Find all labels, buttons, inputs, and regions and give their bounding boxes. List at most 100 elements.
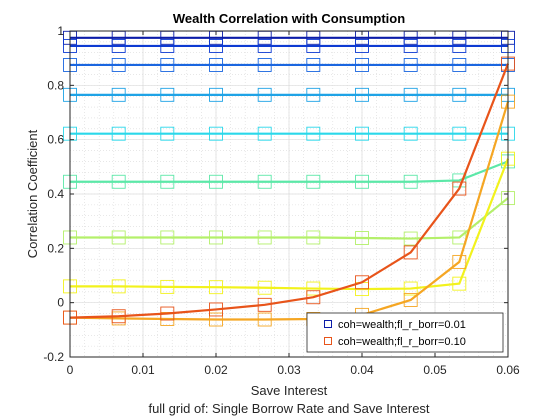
series-point-5 [257,174,272,189]
series-point-7 [209,280,223,295]
legend-entry-0: coh=wealth;fl_r_borr=0.01 [338,319,466,331]
series-point-3 [209,87,223,102]
series-point-5 [306,174,321,189]
x-tick-label: 0 [67,363,74,377]
series-point-3 [355,87,369,102]
series-point-9 [355,275,369,290]
x-tick-label: 0.04 [350,363,374,377]
series-point-3 [403,87,418,102]
series-point-6 [403,231,418,246]
series-point-5 [160,174,175,189]
series-point-3 [452,87,467,102]
series-point-8 [403,293,418,307]
series-point-2 [111,58,126,72]
y-axis-ticks: -0.2 0 0.2 0.4 0.6 0.8 1 [43,24,508,364]
series-4 [63,126,515,141]
series-point-8 [452,254,467,269]
legend-entry-1: coh=wealth;fl_r_borr=0.10 [338,336,466,348]
series-line-5 [70,160,509,183]
series-line-6 [70,197,509,240]
series-point-4 [403,126,418,141]
series-point-5 [209,174,223,189]
x-tick-label: 0.01 [131,363,155,377]
series-point-9 [111,309,126,324]
y-tick-label: 0.8 [47,78,64,92]
series-3 [63,87,515,102]
series-point-6 [257,230,272,245]
series-point-1 [257,38,272,53]
y-tick-label: 0.6 [47,133,64,147]
series-point-1 [209,38,223,53]
legend-marker-1 [324,337,332,345]
series-point-7 [257,280,272,295]
series-point-9 [209,302,223,317]
series-point-4 [111,126,126,141]
y-tick-label: -0.2 [43,350,64,364]
x-axis-ticks: 0 0.01 0.02 0.03 0.04 0.05 0.06 [67,31,520,377]
series-point-7 [111,279,126,294]
series-point-1 [306,38,321,53]
series-point-4 [209,126,223,141]
y-axis-label: Correlation Coefficient [25,129,40,258]
series-point-4 [306,126,321,141]
series-point-4 [257,126,272,141]
series-point-9 [452,181,467,196]
series-point-2 [160,58,175,72]
series-point-7 [160,279,175,294]
series-point-9 [257,297,272,312]
x-tick-label: 0.02 [204,363,228,377]
figure-caption: full grid of: Single Borrow Rate and Sav… [148,401,429,416]
x-tick-label: 0.06 [496,363,520,377]
series-point-8 [209,312,223,327]
series-point-4 [452,126,467,141]
series-point-5 [111,174,126,189]
series-point-5 [403,174,418,189]
series-point-1 [355,38,369,53]
series-point-3 [306,87,321,102]
y-tick-label: 0.2 [47,241,64,255]
series-point-3 [111,87,126,102]
series-point-6 [160,230,175,245]
series-point-6 [355,231,369,245]
series-line-8 [69,101,510,321]
series-point-7 [452,276,467,291]
series-point-1 [111,38,126,53]
series-point-7 [306,281,321,296]
y-tick-label: 0 [57,296,64,310]
series-point-1 [160,38,175,53]
y-tick-label: 0.4 [47,187,64,201]
series-1 [63,38,515,53]
series-point-5 [355,174,369,189]
series-point-8 [257,312,272,327]
series-6 [63,191,515,246]
series-point-1 [452,38,467,53]
series-point-9 [403,245,418,260]
x-axis-label: Save Interest [251,383,328,398]
series-point-7 [403,281,418,296]
series-point-6 [111,230,126,245]
series-point-1 [403,38,418,53]
series-point-6 [306,230,321,245]
series-point-3 [160,87,175,102]
series-point-2 [403,58,418,72]
series-line-9 [69,63,510,319]
x-tick-label: 0.03 [277,363,301,377]
series-line-7 [70,158,510,291]
chart-title: Wealth Correlation with Consumption [173,11,405,26]
series-point-6 [209,230,223,245]
series-point-2 [209,58,223,72]
series-point-4 [160,126,175,141]
series-point-4 [355,126,369,141]
series-point-2 [257,58,272,72]
series-point-9 [306,290,321,305]
y-tick-label: 1 [57,24,64,38]
legend-box [306,312,504,353]
series-point-2 [355,58,369,72]
series-layer [63,30,515,327]
legend: coh=wealth;fl_r_borr=0.01 coh=wealth;fl_… [306,312,504,353]
series-point-3 [257,87,272,102]
legend-marker-0 [324,320,332,328]
series-point-2 [306,58,321,72]
series-point-2 [452,58,467,72]
